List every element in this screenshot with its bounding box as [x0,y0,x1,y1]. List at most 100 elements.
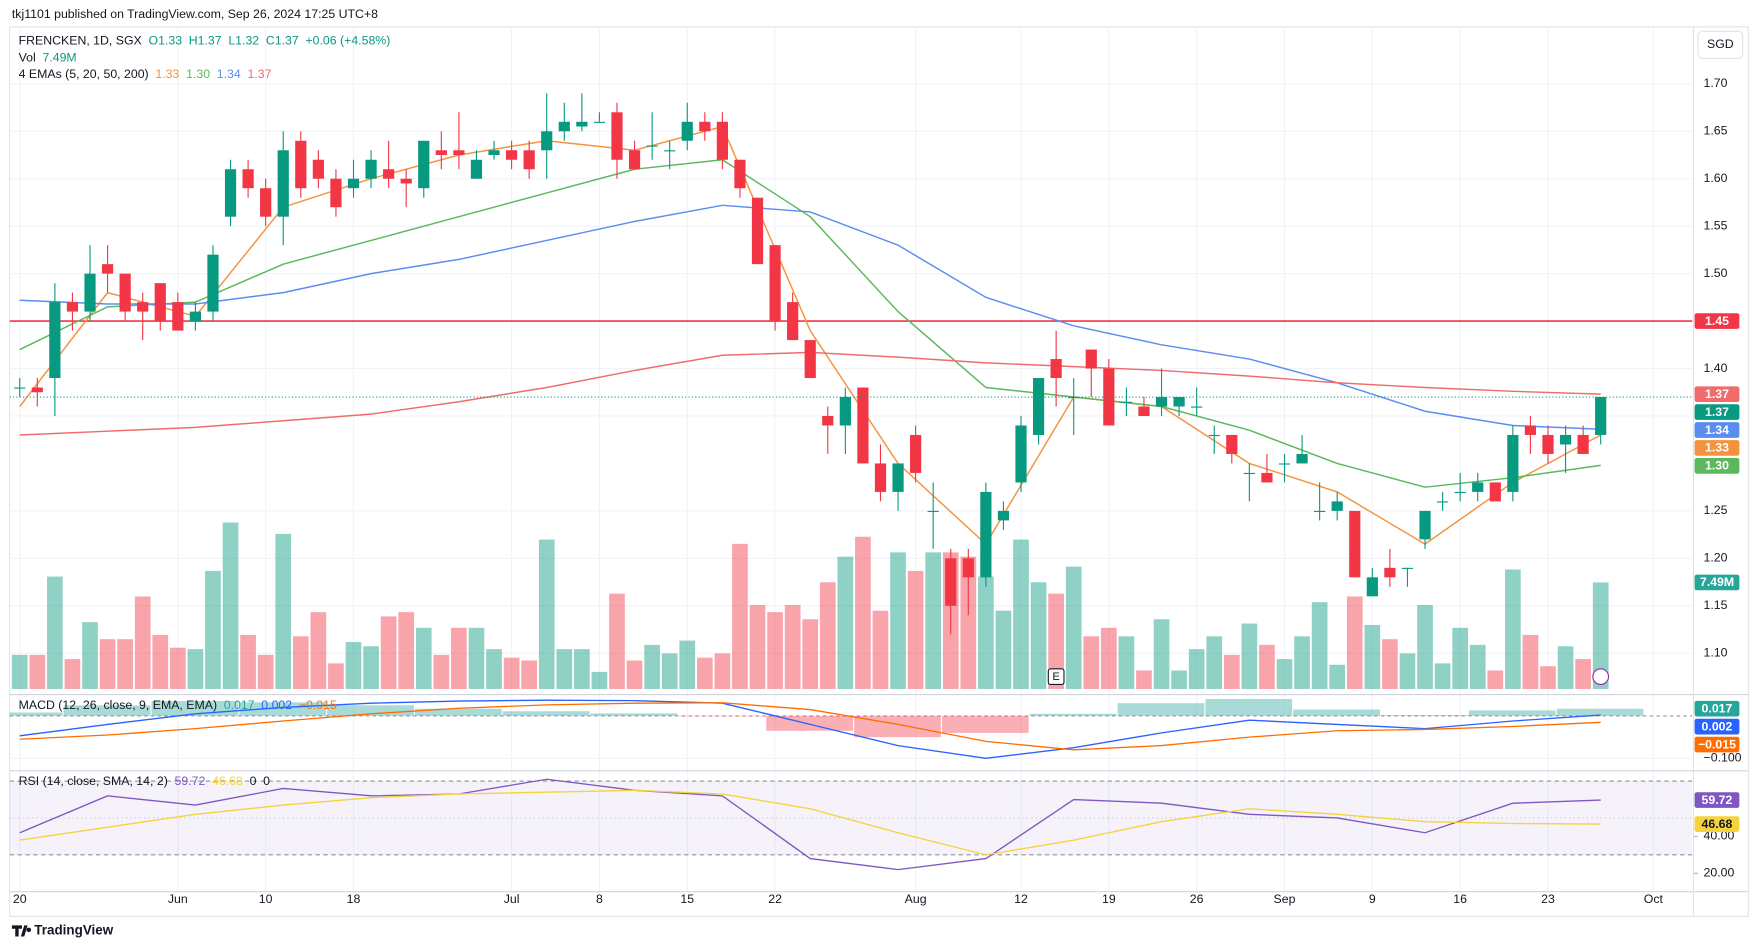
candle-body [997,510,1010,521]
price-badge-label: 1.37 [1705,387,1729,401]
x-tick-label: 10 [259,892,273,906]
volume-bar [1188,649,1205,689]
candle-body [1278,463,1291,465]
volume-bar [626,660,643,689]
candle-body [945,558,957,606]
volume-bar [486,649,502,689]
price-badge [1694,736,1740,753]
candle-body [365,159,377,179]
ema-value: 1.30 [186,67,210,81]
candle-body [734,159,746,189]
candle-body [207,254,219,312]
volume-bar [802,619,819,689]
volume-bar [1575,659,1591,689]
volume-bar [995,610,1012,689]
volume-bar [1136,670,1152,689]
macd-value: 0.002 [261,698,292,712]
volume-badge-label: 7.49M [1700,575,1734,589]
legend-row: 4 EMAs (5, 20, 50, 200) 1.33 1.30 1.34 1.37 [19,67,272,81]
x-tick-label: 19 [1102,892,1116,906]
brand-name: TradingView [34,923,113,938]
volume-bar [275,533,292,689]
candle-body [347,178,360,189]
volume-bar [696,657,713,689]
candle-body [505,150,518,160]
macd-line [19,702,1601,751]
candle-body [1454,491,1466,494]
macd-histogram-bar [414,708,502,716]
volume-bar [907,570,924,689]
price-badge-label: 1.33 [1705,441,1729,455]
candle-body [488,150,500,156]
rsi-line [19,778,1601,871]
volume-bar [187,649,204,689]
candle-body [1243,472,1255,475]
volume-bar [152,634,169,689]
currency-button[interactable] [1697,30,1744,59]
volume-bar [117,639,133,689]
alert-icon [1592,668,1610,686]
candle-body [892,463,904,492]
volume-bar [240,634,256,689]
volume-bar [82,622,98,689]
rsi-extra-value: 0 [250,774,257,788]
x-tick-label: 8 [596,892,603,906]
plot-area [9,26,1693,892]
volume-bar [1452,627,1468,689]
y-tick-label: 40.00 [1704,829,1735,843]
candle-body [383,169,395,179]
candle-body [1226,434,1238,454]
price-badge [1694,422,1740,438]
price-badge [1694,816,1740,832]
candle-body [418,140,430,189]
candle-body [189,311,202,322]
currency-label[interactable]: SGD [1707,37,1734,51]
y-tick-label: 1.55 [1704,218,1728,232]
volume-bar [11,654,28,689]
candle-body [277,150,289,217]
volume-bar [1276,659,1293,689]
volume-bar [1013,539,1029,689]
volume-bar [47,576,63,689]
candle-body [101,264,114,274]
candle-body [1401,567,1414,569]
y-tick-label: 1.25 [1704,503,1728,517]
candle-body [1577,434,1589,454]
volume-bar [960,556,977,689]
macd-histogram-bar [1293,709,1380,716]
y-tick-label: 1.10 [1704,646,1728,660]
macd-histogram-bar [766,715,854,731]
macd-histogram-bar [1205,698,1293,716]
volume-bar [1540,666,1556,689]
candle-body [839,397,851,426]
x-tick-label: 9 [1369,892,1376,906]
macd-line [19,699,1601,760]
candle-body [453,150,465,156]
volume-bar [398,612,415,689]
macd-histogram-bar [327,705,414,716]
volume-bar [1223,654,1240,689]
macd-histogram-bar [1381,715,1468,716]
volume-bar [1083,636,1100,689]
macd-title: MACD (12, 26, close, 9, EMA, EMA) [19,698,217,712]
price-badge-label: 46.68 [1702,817,1733,831]
y-tick-label: 1.40 [1704,361,1728,375]
x-tick-label: 26 [1190,892,1204,906]
volume-bar [1241,623,1258,689]
published-line: tkj1101 published on TradingView.com, Se… [12,7,378,21]
candle-body [1173,397,1185,407]
candle-body [910,434,922,473]
candle-body [664,150,676,152]
volume-bar [310,612,327,689]
x-tick-label: 22 [768,892,782,906]
price-badge-label: 0.017 [1702,702,1733,716]
volume-bar [222,522,239,689]
candle-body [1296,453,1308,464]
price-badge-label: 1.34 [1705,423,1729,437]
volume-bar [134,596,151,689]
ohlc-value: O1.33 [149,34,183,48]
ema-value: 1.37 [247,67,271,81]
volume-bar [380,616,397,689]
volume-bar [978,576,994,689]
